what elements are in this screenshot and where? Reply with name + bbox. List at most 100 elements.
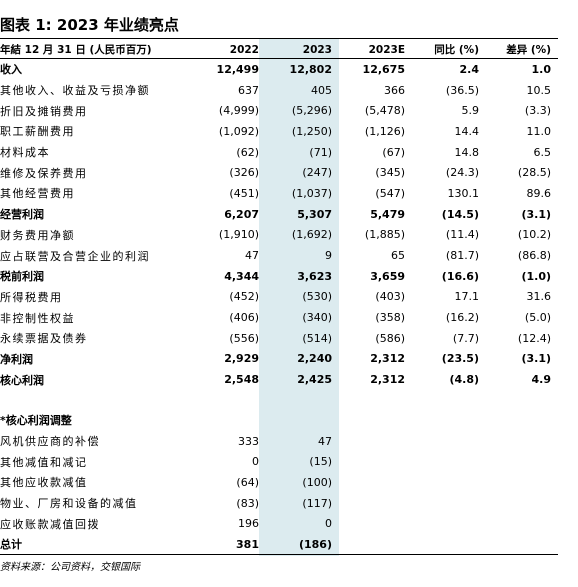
cell-2023: (186) [298,537,332,551]
cell-variance: (3.1) [521,207,551,221]
cell-variance: (86.8) [517,249,551,263]
cell-variance [479,493,551,514]
figure-title: 图表 1: 2023 年业绩亮点 [0,16,179,34]
cell-variance: (1.0) [521,269,551,283]
table-row: 永续票据及债券 (556) (514) (586) (7.7) (12.4) [0,328,551,349]
cell-2023e: (5,478) [364,104,405,118]
cell-2023e: 2,312 [370,352,405,366]
cell-yoy: 5.9 [461,104,480,118]
cell-2023e: 2,312 [370,373,405,387]
cell-2023: (5,296) [291,104,332,118]
cell-yoy [405,451,479,472]
header-yoy: 同比 (%) [434,44,479,56]
cell-2022: 381 [236,537,259,551]
cell-variance [479,410,551,431]
cell-2023: (247) [302,166,332,180]
cell-yoy [405,534,479,555]
cell-variance: (12.4) [517,331,551,345]
header-rule [0,58,558,59]
source-note: 资料来源：公司资料，交银国际 [0,562,140,573]
cell-2023 [259,390,332,410]
cell-2022: (4,999) [218,104,259,118]
cell-2023: 405 [311,83,332,97]
cell-2023: (1,250) [291,124,332,138]
row-label: 净利润 [0,352,33,366]
table-header-row: 年結 12 月 31 日 (人民币百万) 2022 2023 2023E 同比 … [0,40,551,59]
bottom-rule [0,554,558,555]
cell-yoy: 14.4 [454,124,480,138]
row-label: *核心利润调整 [0,414,72,428]
table-row: 其他应收款减值 (64) (100) [0,472,551,493]
table-row: 收入 12,499 12,802 12,675 2.4 1.0 [0,59,551,80]
table-row: 所得税费用 (452) (530) (403) 17.1 31.6 [0,287,551,308]
cell-2023e [332,534,405,555]
cell-variance: 4.9 [531,373,552,387]
row-label: 收入 [0,63,22,77]
row-label [0,390,190,410]
row-label: 折旧及摊销费用 [0,104,88,118]
cell-2023: 9 [325,249,332,263]
cell-2022 [190,410,259,431]
cell-2023: (514) [302,331,332,345]
cell-yoy: (16.6) [441,269,479,283]
cell-2023e: 65 [391,249,405,263]
table-row: 物业、厂房和设备的减值 (83) (117) [0,493,551,514]
cell-variance [479,513,551,534]
table-row: 其他减值和减记 0 (15) [0,451,551,472]
cell-variance [479,472,551,493]
table-row: 应收账款减值回拨 196 0 [0,513,551,534]
cell-2023e [332,390,405,410]
cell-2023e [332,513,405,534]
cell-2023: (340) [302,311,332,325]
cell-yoy: 17.1 [454,290,480,304]
cell-variance: 1.0 [531,62,552,76]
cell-variance: 10.5 [526,83,552,97]
cell-variance [479,431,551,452]
cell-variance: (28.5) [517,166,551,180]
cell-2022: 4,344 [224,269,259,283]
cell-2022: 12,499 [216,62,259,76]
table-row: 其他收入、收益及亏损净额 637 405 366 (36.5) 10.5 [0,80,551,101]
table-row: 核心利润 2,548 2,425 2,312 (4.8) 4.9 [0,369,551,390]
cell-yoy: (36.5) [445,83,479,97]
cell-2023: (1,037) [291,186,332,200]
cell-2022: 0 [252,455,259,469]
cell-variance [479,534,551,555]
cell-variance: (3.3) [524,104,551,118]
cell-2023: 2,240 [297,352,332,366]
table-row: 财务费用净额 (1,910) (1,692) (1,885) (11.4) (10.2) [0,225,551,246]
cell-2023e: (403) [375,290,405,304]
table-row: 材料成本 (62) (71) (67) 14.8 6.5 [0,142,551,163]
cell-2023e: 3,659 [370,269,405,283]
header-2022: 2022 [229,43,259,56]
header-variance: 差异 (%) [506,44,551,56]
cell-2023e: (547) [375,186,405,200]
table-row: *核心利润调整 [0,410,551,431]
row-label: 其他应收款减值 [0,476,88,490]
cell-2022: 196 [238,517,259,531]
cell-2023e: (1,126) [364,124,405,138]
cell-2022: (451) [229,186,259,200]
cell-variance: (5.0) [524,311,551,325]
cell-2023: (71) [309,145,332,159]
cell-yoy: 2.4 [459,62,480,76]
cell-2022: (1,910) [218,228,259,242]
cell-2022: (64) [236,475,259,489]
cell-2023: 0 [325,517,332,531]
row-label: 维修及保养费用 [0,166,88,180]
cell-yoy [405,390,479,410]
cell-yoy: (24.3) [445,166,479,180]
cell-2022 [190,390,259,410]
table-row: 折旧及摊销费用 (4,999) (5,296) (5,478) 5.9 (3.3) [0,100,551,121]
cell-variance [479,451,551,472]
row-label: 税前利润 [0,270,44,284]
top-rule [0,38,558,39]
cell-2023 [259,410,332,431]
cell-variance: 89.6 [526,186,552,200]
cell-2023e: 5,479 [370,207,405,221]
cell-yoy [405,493,479,514]
table-row: 其他经营费用 (451) (1,037) (547) 130.1 89.6 [0,183,551,204]
cell-2022: 47 [245,249,259,263]
table-row: 净利润 2,929 2,240 2,312 (23.5) (3.1) [0,349,551,370]
cell-2022: 6,207 [224,207,259,221]
